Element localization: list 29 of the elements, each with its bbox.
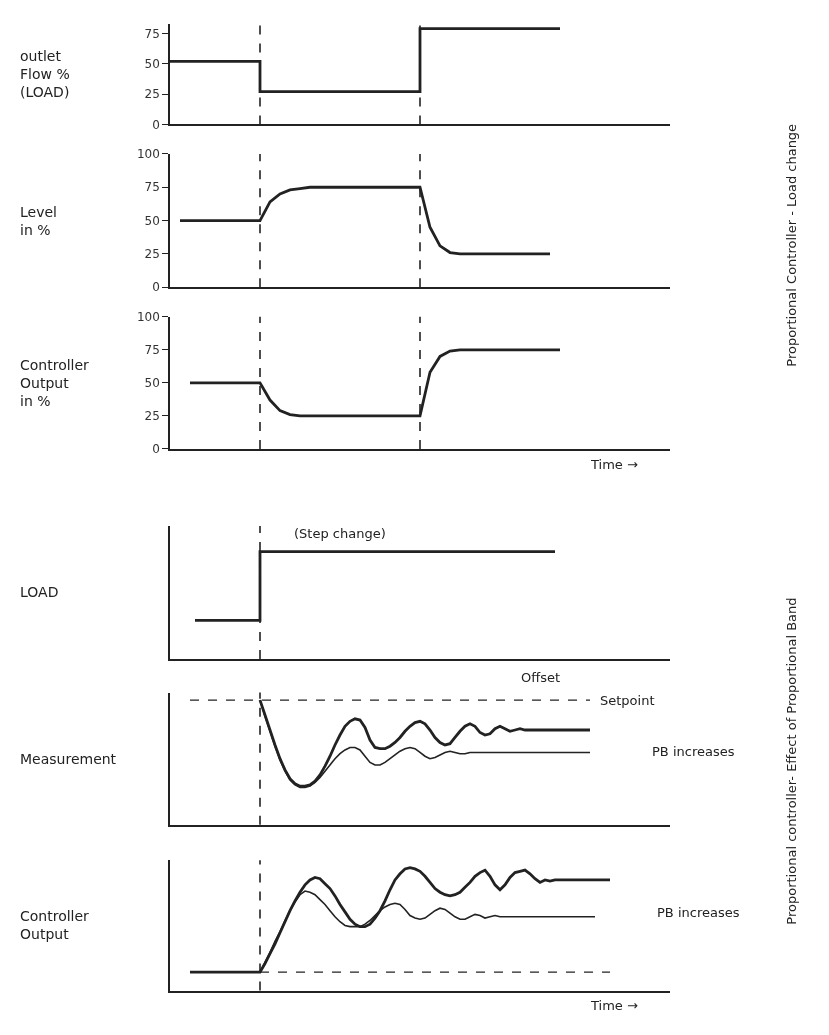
y-tick-label: 75	[144, 343, 160, 357]
y-tick-label: 0	[152, 442, 160, 457]
y-axis-title: Controller Output	[20, 908, 90, 943]
annotation: PB increases	[652, 744, 735, 759]
x-axis-title: Time →	[590, 457, 638, 472]
y-axis-title: Level in %	[20, 204, 57, 239]
text: Proportional controller- Effect of Proportional Band	[784, 597, 800, 925]
y-axis-title: Measurement	[20, 751, 117, 767]
text: (Step change)	[294, 526, 386, 541]
x-axis-title: Time →	[590, 998, 638, 1013]
y-tick-label: 50	[144, 376, 160, 391]
y-tick-label: 50	[144, 56, 160, 71]
y-tick-label: 75	[144, 180, 160, 195]
y-tick-label: 25	[144, 247, 160, 262]
y-axis-title: LOAD	[20, 584, 59, 600]
y-tick-label: 0	[152, 117, 160, 132]
y-tick-label: 0	[152, 280, 160, 295]
y-tick-label: 100	[136, 309, 160, 324]
text: Offset	[521, 670, 561, 685]
y-tick-label: 100	[136, 147, 160, 162]
y-tick-label: 75	[144, 26, 160, 41]
text: Proportional Controller - Load change	[784, 123, 800, 367]
annotation: PB increases	[657, 905, 740, 920]
y-tick-label: 25	[144, 409, 160, 424]
y-tick-label: 50	[144, 213, 160, 228]
annotation: Setpoint	[600, 693, 655, 708]
y-tick-label: 25	[144, 87, 160, 102]
y-axis-title: Controller Output in %	[20, 357, 90, 410]
y-axis-title: outlet Flow % (LOAD)	[20, 48, 70, 101]
